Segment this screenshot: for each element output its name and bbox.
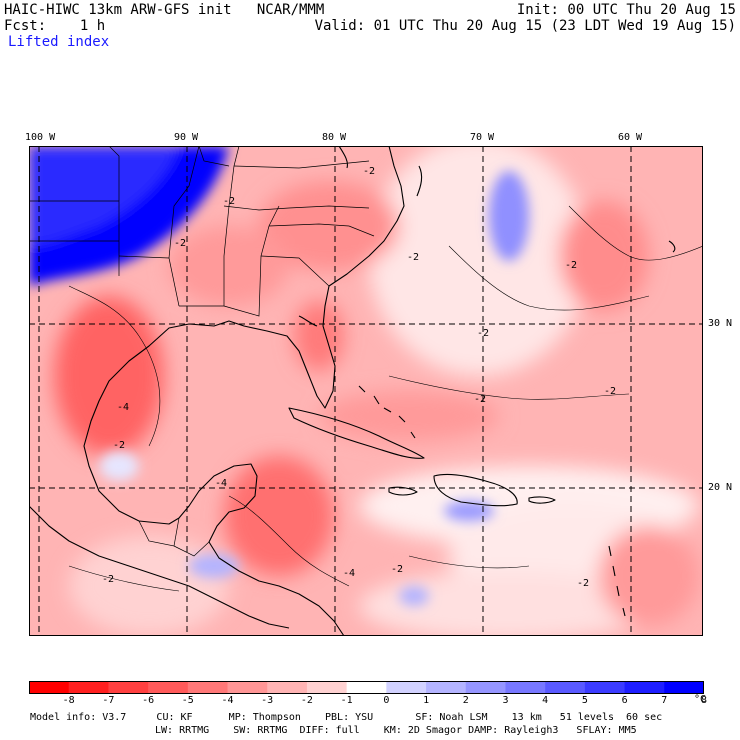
colorbar-swatch [68, 681, 109, 694]
colorbar-tick-label: -7 [102, 695, 115, 706]
colorbar-frame [29, 681, 704, 694]
colorbar-unit: °C [694, 694, 707, 705]
colorbar-tick-label: 3 [502, 695, 509, 706]
contour-label: -4 [117, 402, 129, 413]
colorbar-swatch [386, 681, 427, 694]
contour-label: -4 [215, 478, 227, 489]
contour-label: -4 [343, 568, 355, 579]
lon-label-100w: 100 W [25, 132, 56, 143]
colorbar-swatch [664, 681, 704, 694]
colorbar-swatch [306, 681, 348, 694]
colorbar-tick-label: -1 [340, 695, 353, 706]
colorbar-swatch [187, 681, 229, 694]
colorbar-swatch [227, 681, 268, 694]
colorbar-tick-label: -4 [221, 695, 234, 706]
political-borders [29, 146, 375, 557]
lon-label-60w: 60 W [618, 132, 643, 143]
lat-lon-grid [29, 146, 703, 636]
lon-label-90w: 90 W [174, 132, 199, 143]
field-name: Lifted index [8, 34, 110, 50]
colorbar-swatch [505, 681, 546, 694]
contour-label: -2 [474, 394, 486, 405]
colorbar-swatch [584, 681, 626, 694]
model-title: HAIC-HIWC 13km ARW-GFS init NCAR/MMM [4, 2, 325, 18]
colorbar-swatch [267, 681, 308, 694]
coastlines [29, 146, 676, 636]
contour-label: -2 [102, 574, 114, 585]
colorbar-swatch [29, 681, 70, 694]
init-time: Init: 00 UTC Thu 20 Aug 15 [516, 2, 736, 18]
contour-label: -2 [174, 238, 186, 249]
colorbar-tick-label: 7 [661, 695, 668, 706]
contour-label: -2 [577, 578, 589, 589]
colorbar-tick-label: -6 [142, 695, 155, 706]
contour-label: -2 [565, 260, 577, 271]
colorbar-tick-label: 5 [581, 695, 588, 706]
colorbar-swatch [148, 681, 189, 694]
lat-label-30n: 30 N [708, 318, 733, 329]
colorbar-tick-label: 2 [462, 695, 469, 706]
contour-label: -2 [223, 196, 235, 207]
colorbar-tick-label: -5 [181, 695, 194, 706]
contour-label: -2 [477, 328, 489, 339]
colorbar [29, 681, 704, 694]
colorbar-tick-label: -3 [261, 695, 274, 706]
forecast-hour: Fcst: 1 h [4, 18, 106, 34]
colorbar-tick-label: -2 [300, 695, 313, 706]
valid-time: Valid: 01 UTC Thu 20 Aug 15 (23 LDT Wed … [314, 18, 736, 34]
lon-label-80w: 80 W [322, 132, 347, 143]
contour-label: -2 [391, 564, 403, 575]
contour-label: -2 [604, 386, 616, 397]
colorbar-swatch [624, 681, 665, 694]
lifted-index-map: -2 -2 -2 -2 -2 -2 -2 -4 -4 -4 -2 -2 -2 -… [29, 146, 703, 636]
contour-label: -2 [113, 440, 125, 451]
colorbar-tick-label: 6 [621, 695, 628, 706]
colorbar-tick-label: 4 [542, 695, 549, 706]
contour-lines [68, 205, 703, 592]
lat-label-20n: 20 N [708, 482, 733, 493]
footer-model-info: Model info: V3.7 CU: KF MP: Thompson PBL… [30, 712, 663, 723]
contour-value-labels: -2 -2 -2 -2 -2 -2 -2 -4 -4 -4 -2 -2 -2 -… [102, 166, 616, 589]
colorbar-swatch [108, 681, 149, 694]
lon-label-70w: 70 W [470, 132, 495, 143]
contour-label: -2 [363, 166, 375, 177]
colorbar-tick-label: 8 [700, 695, 708, 706]
footer-physics-info: LW: RRTMG SW: RRTMG DIFF: full KM: 2D Sm… [155, 725, 637, 736]
map-frame [29, 146, 703, 636]
contour-label: -2 [407, 252, 419, 263]
colorbar-swatch [346, 681, 387, 694]
colorbar-swatch [545, 681, 586, 694]
colorbar-tick-label: 1 [423, 695, 430, 706]
colorbar-swatch [426, 681, 467, 694]
colorbar-tick-label: 0 [383, 695, 390, 706]
colorbar-swatch [465, 681, 506, 694]
colorbar-tick-label: -8 [62, 695, 75, 706]
